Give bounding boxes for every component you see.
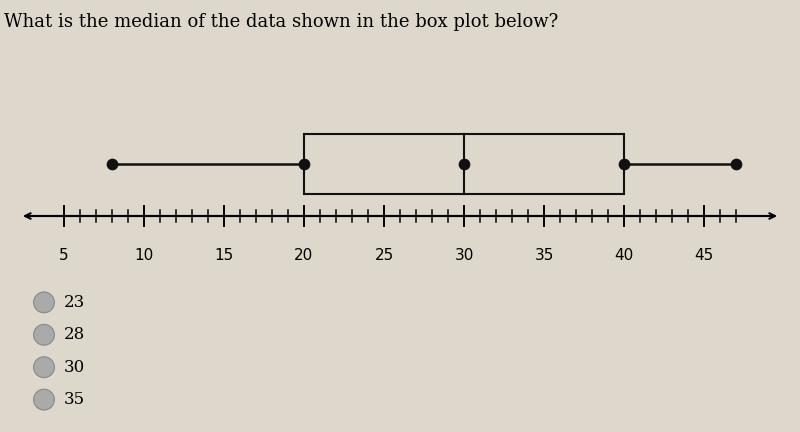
Text: 40: 40	[614, 248, 634, 264]
Text: 15: 15	[214, 248, 234, 264]
Text: 23: 23	[64, 294, 86, 311]
Text: 10: 10	[134, 248, 154, 264]
Ellipse shape	[34, 389, 54, 410]
Text: 35: 35	[64, 391, 85, 408]
Ellipse shape	[34, 292, 54, 313]
Text: 25: 25	[374, 248, 394, 264]
Ellipse shape	[34, 357, 54, 378]
Text: 28: 28	[64, 326, 86, 343]
Text: 20: 20	[294, 248, 314, 264]
Text: 35: 35	[534, 248, 554, 264]
Text: 45: 45	[694, 248, 714, 264]
Text: What is the median of the data shown in the box plot below?: What is the median of the data shown in …	[4, 13, 558, 31]
Text: 30: 30	[64, 359, 86, 376]
Text: 30: 30	[454, 248, 474, 264]
Text: 5: 5	[59, 248, 69, 264]
Ellipse shape	[34, 324, 54, 345]
